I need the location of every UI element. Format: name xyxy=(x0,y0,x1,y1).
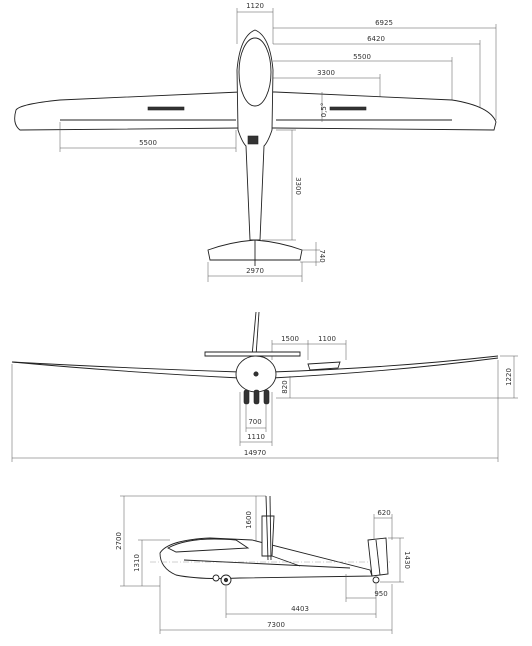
dim-airbrake: 3300 xyxy=(317,69,335,77)
front-view: 1500 1100 1220 820 700 1110 xyxy=(11,311,518,462)
dim-dihedral: 0,5° xyxy=(320,103,328,118)
dim-flap-outer: 5500 xyxy=(353,53,371,61)
engine-pod-front xyxy=(307,361,341,371)
dim-span: 14970 xyxy=(244,449,266,457)
dim-aileron-outer: 6420 xyxy=(367,35,385,43)
propeller-blade-up xyxy=(255,311,260,357)
pylon-strut xyxy=(271,555,301,567)
propeller-disc xyxy=(204,351,301,357)
side-view: 2700 1310 1600 620 1430 xyxy=(115,495,411,634)
nose-wheel xyxy=(212,574,220,582)
fuselage-side xyxy=(159,537,373,580)
dim-1500: 1500 xyxy=(281,335,299,343)
dim-1100: 1100 xyxy=(318,335,336,343)
dim-flap-span: 5500 xyxy=(139,139,157,147)
dim-fuselage-width: 1120 xyxy=(246,2,264,10)
main-wheel-hub xyxy=(223,577,229,583)
dim-length: 7300 xyxy=(267,621,285,629)
dim-cabin-width: 1110 xyxy=(247,433,265,441)
engine-pod-top xyxy=(247,135,259,145)
top-view: 1120 6925 6420 5500 3300 0,5° 55 xyxy=(14,2,497,282)
canopy-side xyxy=(167,538,250,553)
dim-tail-wheel: 950 xyxy=(374,590,387,598)
dim-wheelbase: 4403 xyxy=(291,605,309,613)
tail-wheel xyxy=(372,576,380,584)
propeller-blade-up xyxy=(251,311,257,357)
dim-height-total: 2700 xyxy=(115,532,123,550)
dim-wing-height: 1220 xyxy=(505,368,513,386)
wing-root-side xyxy=(183,559,351,569)
gear-center xyxy=(253,389,260,405)
gear-right xyxy=(263,389,270,405)
canopy-top xyxy=(238,37,272,107)
rudder-line xyxy=(375,539,381,576)
dim-tip-span: 6925 xyxy=(375,19,393,27)
dim-fin-height: 1430 xyxy=(403,551,411,569)
spinner-front xyxy=(253,371,259,377)
propeller-side xyxy=(265,495,269,561)
gear-left xyxy=(243,389,250,405)
dim-gear-track: 700 xyxy=(248,418,261,426)
dim-fin-chord: 620 xyxy=(377,509,390,517)
dim-tail-chord: 740 xyxy=(318,249,326,262)
dim-pylon-height: 1600 xyxy=(245,511,253,529)
fuselage-top xyxy=(236,29,274,241)
propeller-side-2 xyxy=(269,495,272,561)
dim-prop-height: 820 xyxy=(281,380,289,393)
dim-nose-height: 1310 xyxy=(133,554,141,572)
dim-tail-span: 2970 xyxy=(246,267,264,275)
airbrake-right xyxy=(329,106,367,111)
dim-tail-arm: 3300 xyxy=(294,177,302,195)
airbrake-left xyxy=(147,106,185,111)
